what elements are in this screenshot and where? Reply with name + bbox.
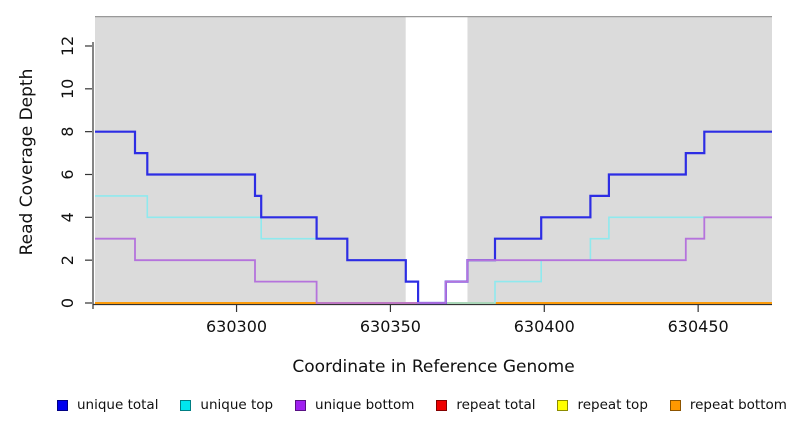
y-tick-label: 8 — [58, 127, 77, 137]
y-tick-label: 2 — [58, 255, 77, 265]
y-tick-label: 10 — [58, 79, 77, 99]
x-tick-label: 630400 — [514, 317, 575, 336]
legend-item-unique-total: unique total — [57, 397, 158, 413]
legend-label-unique-top: unique top — [200, 397, 274, 413]
y-tick-label: 6 — [58, 169, 77, 179]
legend-label-unique-total: unique total — [77, 397, 159, 413]
legend-swatch-repeat-top — [557, 399, 569, 411]
x-tick-label: 630450 — [668, 317, 729, 336]
y-tick-label: 4 — [58, 212, 77, 222]
legend-swatch-unique-total — [57, 399, 68, 411]
legend: unique total unique top unique bottom re… — [45, 397, 787, 413]
legend-item-repeat-bottom: repeat bottom — [669, 397, 787, 413]
legend-item-repeat-top: repeat top — [557, 397, 648, 413]
legend-swatch-repeat-total — [436, 399, 448, 411]
coverage-gap-region — [405, 16, 468, 303]
y-tick-label: 12 — [58, 36, 77, 56]
x-tick-label: 630350 — [360, 317, 421, 336]
series-unique-bottom — [95, 216, 772, 304]
y-tick-label: 0 — [58, 298, 77, 308]
legend-swatch-unique-bottom — [295, 399, 307, 411]
legend-item-unique-top: unique top — [180, 397, 273, 413]
x-tick-label: 630300 — [206, 317, 267, 336]
legend-item-repeat-total: repeat total — [436, 397, 536, 413]
x-axis-title: Coordinate in Reference Genome — [292, 357, 575, 377]
legend-label-repeat-bottom: repeat bottom — [689, 397, 787, 413]
legend-label-repeat-total: repeat total — [456, 397, 536, 413]
plot-background-right — [467, 16, 772, 303]
legend-item-unique-bottom: unique bottom — [295, 397, 414, 413]
legend-label-unique-bottom: unique bottom — [315, 397, 415, 413]
legend-swatch-repeat-bottom — [669, 399, 681, 411]
y-axis-title: Read Coverage Depth — [17, 68, 37, 256]
legend-swatch-unique-top — [180, 399, 192, 411]
legend-label-repeat-top: repeat top — [577, 397, 648, 413]
